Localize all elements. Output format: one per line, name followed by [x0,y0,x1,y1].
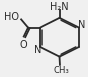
Text: HO: HO [4,12,19,22]
Text: H₂N: H₂N [50,2,69,12]
Text: CH₃: CH₃ [54,66,70,75]
Text: N: N [78,20,86,30]
Text: O: O [19,40,27,50]
Text: N: N [34,45,41,55]
